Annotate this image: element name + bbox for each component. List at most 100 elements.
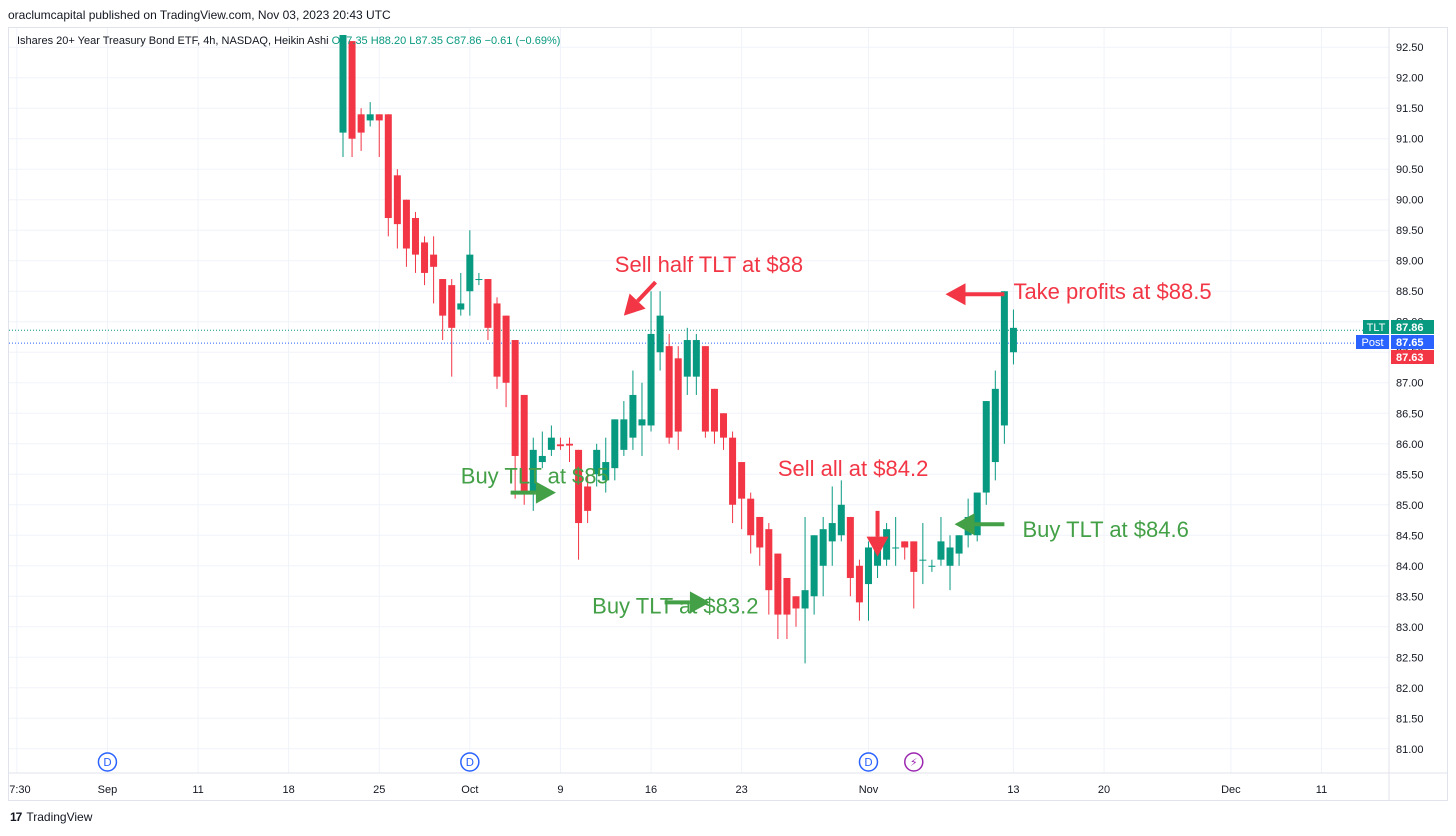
ohlc-low: L87.35 (409, 35, 443, 47)
y-tick-label: 91.50 (1396, 103, 1424, 115)
y-tick-label: 89.50 (1396, 225, 1424, 237)
candle (674, 346, 682, 450)
candle-body (701, 346, 709, 432)
candle (493, 297, 501, 389)
candle-body (629, 394, 637, 438)
candle (1000, 291, 1008, 444)
candle-body (430, 254, 438, 267)
candle-body (1000, 291, 1008, 426)
candle-body (457, 303, 465, 310)
candle-body (819, 529, 827, 566)
candle (765, 523, 773, 615)
candle-body (710, 388, 718, 432)
dividend-marker: D (97, 752, 118, 772)
annotation-arrow-head (535, 481, 556, 504)
candle (919, 523, 927, 585)
candle-body (520, 394, 528, 493)
candle (892, 516, 900, 566)
candle (828, 486, 836, 566)
price-chart[interactable]: 81.00 81.50 82.00 82.50 83.00 83.50 84.00 84.50… (9, 28, 1447, 800)
price-tag-label-box (1356, 335, 1389, 349)
candle-body (611, 419, 619, 469)
event-symbol: D (864, 756, 872, 769)
candle (683, 327, 691, 395)
candle (375, 114, 383, 158)
x-tick-label: 17:30 (9, 784, 31, 796)
candle (883, 523, 891, 566)
brand-name[interactable]: TradingView (26, 810, 93, 824)
y-tick-label: 91.00 (1396, 134, 1424, 146)
ohlc-high: H88.20 (370, 35, 407, 47)
candle (973, 492, 981, 542)
candle-body (493, 303, 501, 377)
candle-body (991, 388, 999, 463)
candle-body (720, 413, 728, 438)
candle-body (846, 516, 854, 578)
candle (991, 370, 999, 481)
candle (901, 541, 909, 560)
candle (584, 474, 592, 524)
tradingview-logo-icon[interactable]: 17 (10, 810, 22, 824)
candle-body (466, 254, 474, 292)
candle-body (620, 419, 628, 450)
candle (855, 559, 863, 621)
annotation-arrow-head (945, 283, 966, 306)
candle (638, 382, 646, 456)
candle (575, 449, 583, 560)
ohlc-open: O87.35 (331, 35, 368, 47)
y-tick-label: 87.00 (1396, 378, 1424, 390)
candle (810, 535, 818, 615)
candle (393, 169, 401, 249)
x-tick-label: 25 (373, 784, 385, 796)
x-tick-label: 23 (736, 784, 748, 796)
candle-body (602, 462, 610, 481)
candle (593, 443, 601, 487)
y-tick-label: 90.00 (1396, 195, 1424, 207)
candle (430, 236, 438, 304)
dividend-marker: D (460, 752, 480, 772)
candle-body (883, 529, 891, 560)
candle-body (566, 443, 573, 446)
candle-body (837, 504, 845, 536)
candle-body (828, 523, 836, 542)
candle (846, 516, 854, 597)
candle-body (864, 547, 872, 585)
candle-body (747, 498, 755, 536)
candle (384, 114, 392, 237)
event-circle (97, 752, 118, 772)
annotation-text: Take profits at $88.5 (1013, 279, 1211, 304)
y-tick-label: 82.00 (1396, 683, 1424, 695)
candle (366, 102, 374, 127)
candle (710, 388, 718, 444)
candle (792, 596, 800, 627)
x-tick-label: 18 (283, 784, 295, 796)
price-tag-value: 87.65 (1396, 337, 1424, 349)
candle-body (919, 559, 927, 561)
candle (801, 516, 809, 664)
candle (357, 108, 365, 151)
candle (946, 535, 954, 591)
candle (602, 437, 610, 493)
candle-body (511, 340, 519, 456)
candle (484, 279, 492, 341)
x-tick-label: 11 (1316, 784, 1327, 796)
candle-body (502, 315, 510, 383)
candle-body (475, 279, 483, 281)
y-tick-label: 90.50 (1396, 164, 1424, 176)
candle-body (810, 535, 818, 597)
candle-body (529, 449, 537, 493)
candle-body (973, 492, 981, 536)
annotation-text: Buy TLT at $85 (461, 463, 609, 488)
y-tick-label: 84.50 (1396, 530, 1424, 542)
candle-body (339, 35, 347, 133)
candle-body (756, 516, 764, 548)
candle-body (547, 437, 555, 450)
candle-body (946, 547, 954, 566)
candle-body (783, 577, 791, 615)
candle (421, 236, 429, 286)
y-tick-label: 82.50 (1396, 652, 1424, 664)
ohlc-close: C87.86 (446, 35, 482, 47)
candle (729, 431, 737, 524)
candle (720, 413, 728, 450)
candle (665, 333, 673, 444)
